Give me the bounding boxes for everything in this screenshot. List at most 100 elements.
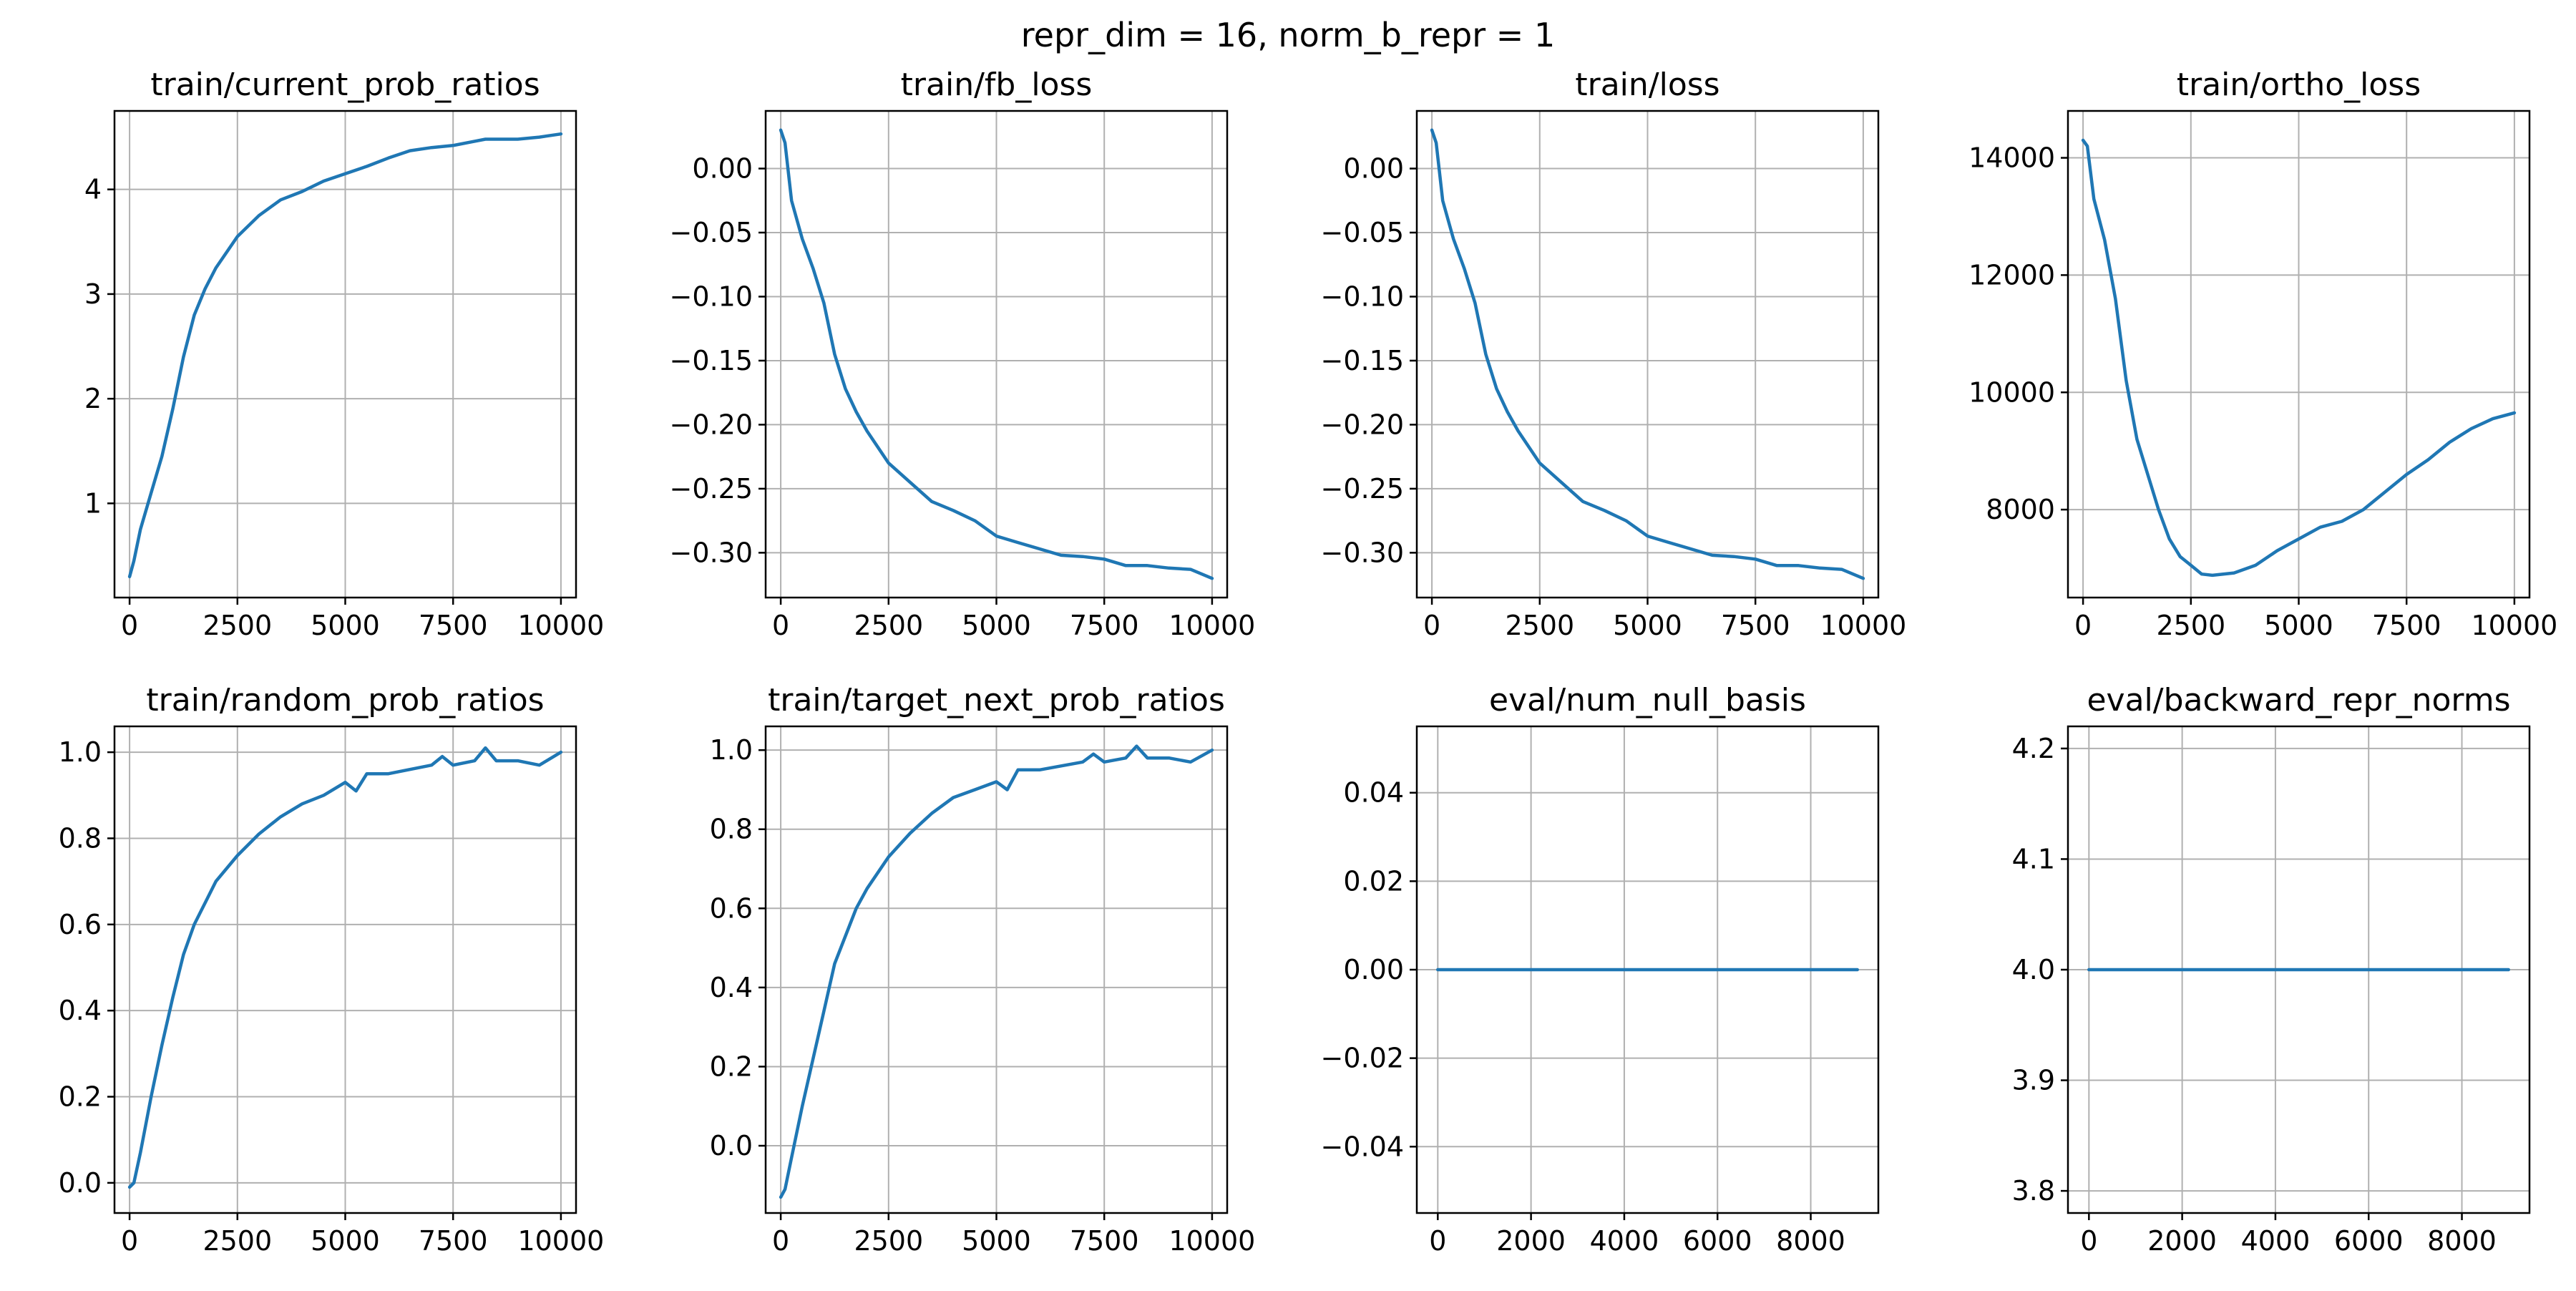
- y-tick-label: 0.2: [710, 1051, 753, 1082]
- y-tick-label: 14000: [1968, 142, 2055, 174]
- x-tick-label: 7500: [1070, 1225, 1139, 1257]
- y-tick-label: 1.0: [710, 734, 753, 766]
- y-tick-label: 0.8: [710, 814, 753, 845]
- subplot-title: train/loss: [1575, 67, 1719, 103]
- y-tick-label: −0.02: [1321, 1043, 1404, 1074]
- y-tick-label: 3: [84, 278, 102, 310]
- x-tick-label: 4000: [1590, 1225, 1659, 1257]
- x-tick-label: 10000: [1169, 610, 1255, 641]
- x-tick-label: 2500: [854, 610, 923, 641]
- x-tick-label: 8000: [1776, 1225, 1845, 1257]
- subplot: eval/backward_repr_norms 0 2000 4000 6000 800…: [2012, 682, 2531, 1257]
- y-tick-label: −0.15: [670, 345, 753, 376]
- y-tick-label: 8000: [1986, 494, 2055, 525]
- y-tick-label: 0.00: [1343, 954, 1404, 985]
- y-tick-label: 0.8: [59, 822, 102, 854]
- x-tick-label: 5000: [1613, 610, 1682, 641]
- subplot: eval/num_null_basis 0 2000 4000 6000 8000 0.04…: [1321, 682, 1880, 1257]
- y-tick-label: 0.00: [692, 153, 753, 185]
- x-tick-label: 2500: [203, 1225, 272, 1257]
- x-tick-label: 5000: [311, 1225, 380, 1257]
- x-tick-label: 0: [772, 1225, 789, 1257]
- x-tick-label: 10000: [2471, 610, 2557, 641]
- y-tick-label: −0.10: [670, 281, 753, 312]
- x-tick-label: 2500: [203, 610, 272, 641]
- y-tick-label: 0.0: [710, 1130, 753, 1161]
- x-tick-label: 2500: [2156, 610, 2225, 641]
- x-tick-label: 2000: [1496, 1225, 1566, 1257]
- x-tick-label: 2000: [2147, 1225, 2217, 1257]
- y-tick-label: −0.05: [1321, 217, 1404, 248]
- series-line: [2081, 138, 2517, 578]
- x-tick-label: 5000: [962, 610, 1031, 641]
- y-tick-label: 0.04: [1343, 777, 1404, 809]
- series-line: [779, 744, 1214, 1199]
- y-tick-label: 0.6: [59, 909, 102, 940]
- y-tick-label: 4: [84, 174, 102, 205]
- subplot: train/fb_loss 0 2500 5000 7500 10000 0.00 −0.05…: [670, 67, 1256, 641]
- y-tick-label: −0.30: [1321, 537, 1404, 568]
- y-tick-label: 4.2: [2012, 733, 2055, 764]
- y-tick-label: −0.20: [1321, 409, 1404, 440]
- y-tick-label: 3.9: [2012, 1065, 2055, 1096]
- y-tick-label: 0.00: [1343, 153, 1404, 185]
- x-tick-label: 0: [121, 1225, 138, 1257]
- subplot: train/loss 0 2500 5000 7500 10000 0.00 −0.05 −0.…: [1321, 67, 1907, 641]
- x-tick-label: 0: [121, 610, 138, 641]
- y-tick-label: 0.4: [710, 972, 753, 1003]
- y-tick-label: 4.1: [2012, 843, 2055, 875]
- x-tick-label: 0: [2080, 1225, 2097, 1257]
- x-tick-label: 10000: [517, 610, 604, 641]
- x-tick-label: 10000: [1820, 610, 1906, 641]
- series-line: [779, 128, 1214, 580]
- x-tick-label: 0: [772, 610, 789, 641]
- y-tick-label: 0.0: [59, 1167, 102, 1199]
- subplot-title: eval/num_null_basis: [1489, 682, 1806, 718]
- y-tick-label: 3.8: [2012, 1175, 2055, 1207]
- x-tick-label: 5000: [311, 610, 380, 641]
- series-line: [127, 132, 563, 579]
- x-tick-label: 7500: [419, 1225, 488, 1257]
- x-tick-label: 0: [1429, 1225, 1446, 1257]
- subplot: train/random_prob_ratios 0 2500 5000 7500 100…: [59, 682, 605, 1257]
- subplot-title: train/fb_loss: [901, 67, 1093, 103]
- subplot-title: train/target_next_prob_ratios: [768, 682, 1225, 718]
- x-tick-label: 6000: [2334, 1225, 2404, 1257]
- y-tick-label: −0.25: [1321, 473, 1404, 505]
- x-tick-label: 5000: [962, 1225, 1031, 1257]
- y-tick-label: 1: [84, 487, 102, 519]
- y-tick-label: −0.30: [670, 537, 753, 568]
- y-tick-label: 10000: [1968, 376, 2055, 408]
- y-tick-label: −0.15: [1321, 345, 1404, 376]
- subplot-title: train/random_prob_ratios: [146, 682, 544, 718]
- y-tick-label: 0.2: [59, 1081, 102, 1113]
- x-tick-label: 2500: [1505, 610, 1574, 641]
- x-tick-label: 10000: [517, 1225, 604, 1257]
- subplot-title: train/ortho_loss: [2177, 67, 2421, 103]
- x-tick-label: 6000: [1683, 1225, 1752, 1257]
- series-line: [1430, 128, 1865, 580]
- x-tick-label: 7500: [419, 610, 488, 641]
- y-tick-label: −0.04: [1321, 1131, 1404, 1162]
- y-tick-label: 0.02: [1343, 865, 1404, 897]
- y-tick-label: −0.05: [670, 217, 753, 248]
- y-tick-label: 1.0: [59, 736, 102, 768]
- x-tick-label: 7500: [1721, 610, 1790, 641]
- x-tick-label: 7500: [1070, 610, 1139, 641]
- y-tick-label: −0.25: [670, 473, 753, 505]
- x-tick-label: 0: [2074, 610, 2092, 641]
- subplot: train/target_next_prob_ratios 0 2500 5000 75…: [710, 682, 1256, 1257]
- y-tick-label: 0.4: [59, 995, 102, 1026]
- y-tick-label: −0.20: [670, 409, 753, 440]
- subplot: train/current_prob_ratios 0 2500 5000 7500 10…: [84, 67, 605, 641]
- x-tick-label: 2500: [854, 1225, 923, 1257]
- figure-title: repr_dim = 16, norm_b_repr = 1: [1020, 16, 1556, 54]
- x-tick-label: 10000: [1169, 1225, 1255, 1257]
- subplot: train/ortho_loss 0 2500 5000 7500 10000 8000 10…: [1968, 67, 2557, 641]
- y-tick-label: −0.10: [1321, 281, 1404, 312]
- y-tick-label: 0.6: [710, 892, 753, 924]
- subplot-title: eval/backward_repr_norms: [2087, 682, 2510, 718]
- x-tick-label: 7500: [2372, 610, 2441, 641]
